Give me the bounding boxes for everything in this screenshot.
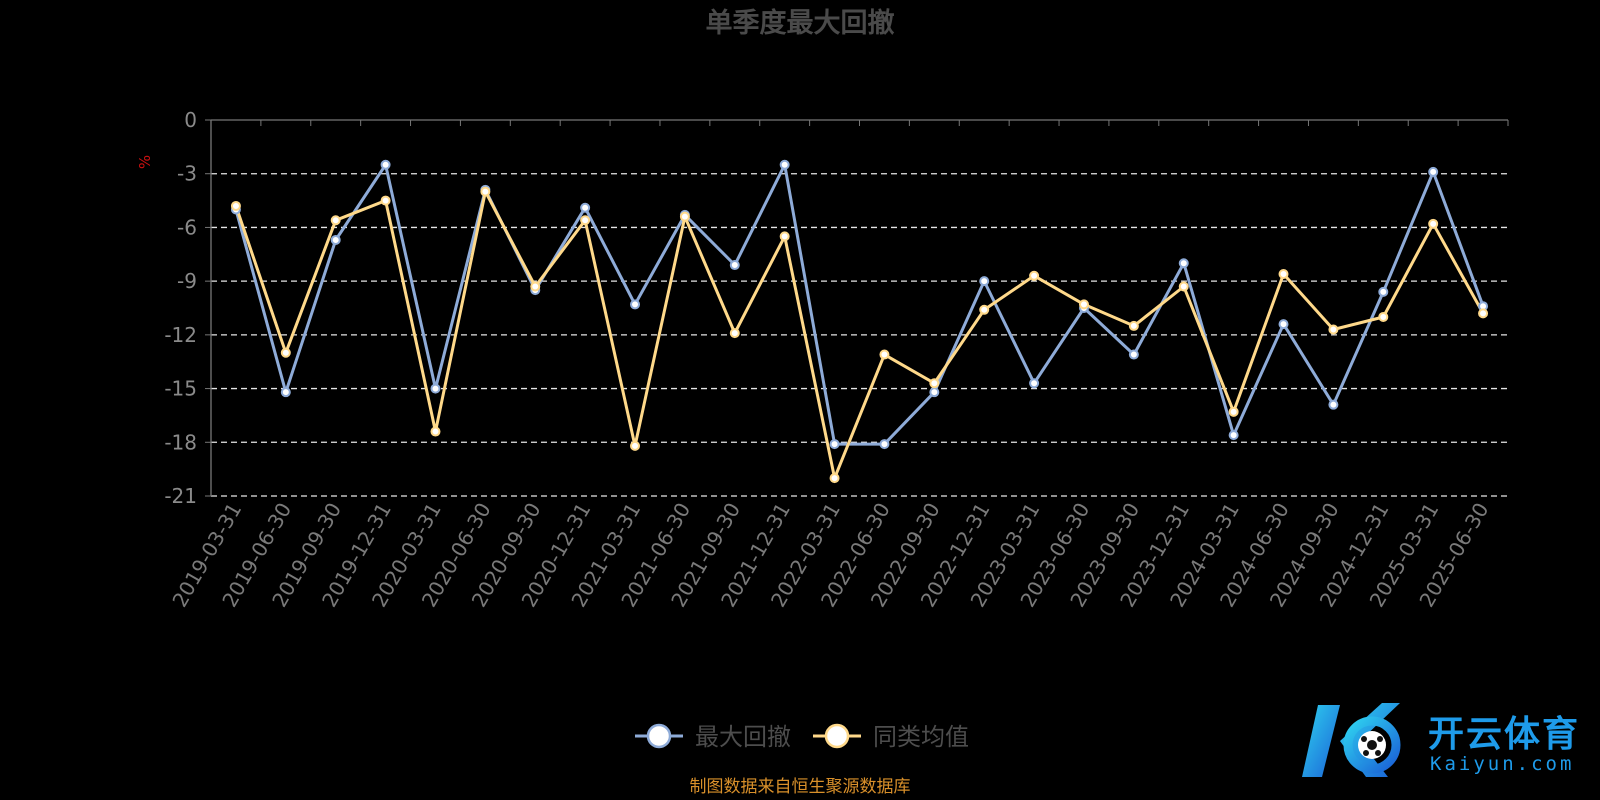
- data-point-s1[interactable]: [829, 439, 840, 450]
- axes: [205, 119, 1509, 497]
- legend[interactable]: 最大回撤 同类均值: [635, 723, 969, 751]
- series-line-1: [234, 163, 1485, 446]
- y-axis-unit-label: %: [136, 155, 154, 169]
- data-point-s2[interactable]: [879, 349, 890, 360]
- legend-marker: [646, 723, 672, 749]
- grid-lines: [211, 173, 1508, 497]
- data-point-s2[interactable]: [729, 328, 740, 339]
- y-tick-label: -12: [164, 323, 197, 347]
- watermark-cn: 开云体育: [1428, 714, 1581, 755]
- data-point-s2[interactable]: [1178, 281, 1189, 292]
- y-tick-label: -21: [164, 484, 197, 508]
- y-tick-label: -15: [164, 377, 197, 401]
- watermark-en: Kaiyun.com: [1430, 753, 1575, 775]
- data-point-s2[interactable]: [580, 215, 591, 226]
- y-tick-label: 0: [184, 108, 197, 132]
- chart-title: 单季度最大回撤: [706, 7, 895, 39]
- data-point-s1[interactable]: [580, 202, 591, 213]
- data-point-s1[interactable]: [280, 387, 291, 398]
- data-point-s2[interactable]: [430, 426, 441, 437]
- data-point-s2[interactable]: [1428, 218, 1439, 229]
- data-point-s2[interactable]: [1078, 299, 1089, 310]
- data-point-s2[interactable]: [929, 378, 940, 389]
- data-point-s1[interactable]: [1128, 349, 1139, 360]
- data-point-s1[interactable]: [1328, 399, 1339, 410]
- data-point-s2[interactable]: [230, 200, 241, 211]
- data-point-s2[interactable]: [330, 215, 341, 226]
- data-point-s2[interactable]: [829, 473, 840, 484]
- x-tick-labels: 2019-03-312019-06-302019-09-302019-12-31…: [167, 498, 1493, 611]
- y-tick-label: -9: [177, 269, 197, 293]
- data-point-s2[interactable]: [1029, 270, 1040, 281]
- data-point-s1[interactable]: [430, 383, 441, 394]
- data-point-s2[interactable]: [979, 304, 990, 315]
- y-tick-label: -6: [177, 215, 197, 239]
- y-tick-label: -3: [177, 162, 197, 186]
- data-point-s2[interactable]: [380, 195, 391, 206]
- y-tick-label: -18: [164, 430, 197, 454]
- data-point-s2[interactable]: [480, 186, 491, 197]
- data-point-s1[interactable]: [779, 159, 790, 170]
- data-point-s2[interactable]: [779, 231, 790, 242]
- data-point-s1[interactable]: [1029, 378, 1040, 389]
- data-point-s2[interactable]: [630, 440, 641, 451]
- kaiyun-logo-icon: [1302, 703, 1401, 777]
- data-point-s2[interactable]: [1228, 406, 1239, 417]
- legend-label: 最大回撤: [695, 723, 791, 751]
- data-point-s1[interactable]: [630, 299, 641, 310]
- data-point-s1[interactable]: [1278, 319, 1289, 330]
- data-point-s2[interactable]: [679, 211, 690, 222]
- series-group: [230, 159, 1489, 484]
- y-tick-labels: 0 -3 -6 -9 -12 -15 -18 -21: [164, 108, 197, 508]
- legend-item-1[interactable]: 最大回撤: [635, 723, 791, 751]
- data-point-s2[interactable]: [530, 281, 541, 292]
- data-point-s1[interactable]: [729, 260, 740, 271]
- legend-item-2[interactable]: 同类均值: [813, 723, 969, 751]
- data-point-s2[interactable]: [1328, 324, 1339, 335]
- watermark-logo: 开云体育 Kaiyun.com: [1300, 695, 1600, 795]
- legend-marker: [824, 723, 850, 749]
- data-point-s1[interactable]: [1178, 258, 1189, 269]
- data-point-s2[interactable]: [280, 347, 291, 358]
- legend-label: 同类均值: [873, 723, 969, 751]
- data-point-s1[interactable]: [979, 276, 990, 287]
- data-point-s2[interactable]: [1478, 308, 1489, 319]
- data-point-s2[interactable]: [1128, 320, 1139, 331]
- data-point-s1[interactable]: [879, 439, 890, 450]
- series-line-2: [234, 190, 1485, 480]
- data-point-s1[interactable]: [1378, 286, 1389, 297]
- data-point-s1[interactable]: [380, 159, 391, 170]
- data-point-s2[interactable]: [1278, 268, 1289, 279]
- data-point-s1[interactable]: [330, 234, 341, 245]
- data-point-s2[interactable]: [1378, 311, 1389, 322]
- data-point-s1[interactable]: [929, 387, 940, 398]
- source-note: 制图数据来自恒生聚源数据库: [690, 777, 911, 797]
- data-point-s1[interactable]: [1428, 166, 1439, 177]
- data-point-s1[interactable]: [1228, 430, 1239, 441]
